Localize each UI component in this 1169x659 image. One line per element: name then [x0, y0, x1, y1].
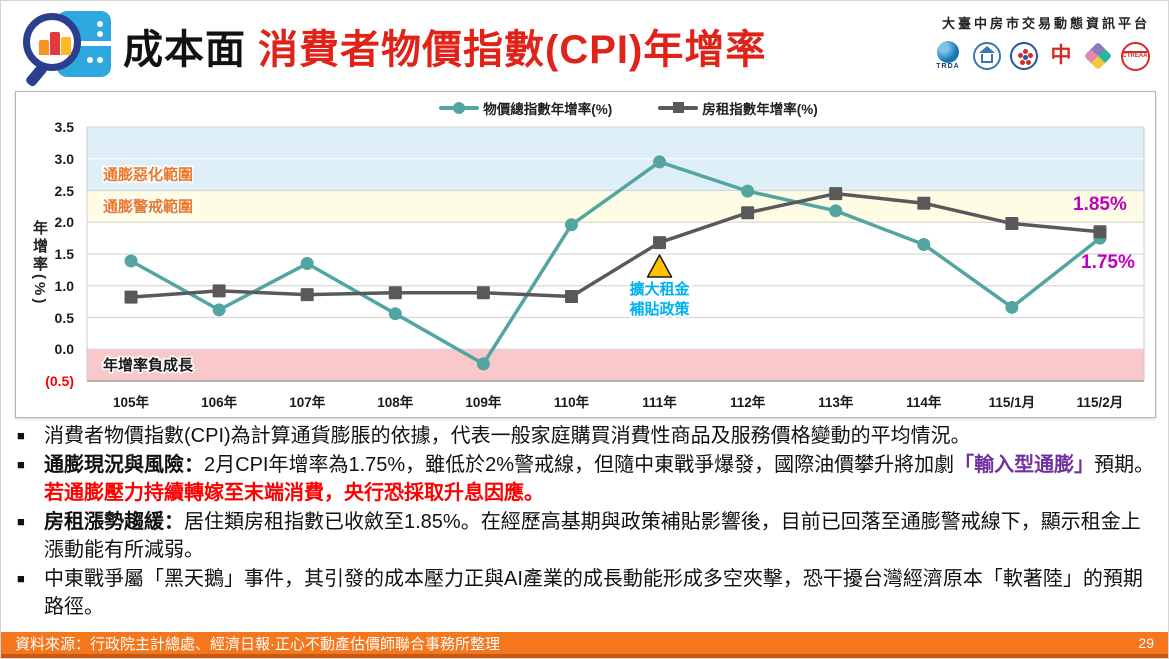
page-title: 成本面 消費者物價指數(CPI)年增率: [123, 17, 766, 75]
text-run: 消費者物價指數(CPI)為計算通貨膨脹的依據，代表一般家庭購買消費性商品及服務價…: [44, 425, 971, 447]
cpi-point-8: [829, 204, 843, 218]
band-1: [87, 190, 1144, 223]
y-tick-label: 2.0: [54, 214, 74, 231]
x-tick-label: 115/1月: [988, 395, 1036, 410]
y-tick-label: 0.5: [54, 309, 74, 326]
partner-logos: TRDA 中 CTREAA: [931, 39, 1150, 73]
page-number: 29: [1138, 635, 1154, 651]
bullet-text: 中東戰爭屬「黑天鵝」事件，其引發的成本壓力正與AI產業的成長動能形成多空夾擊，恐…: [44, 565, 1159, 621]
rent-point-0: [124, 290, 138, 304]
bullet-item: ■ 房租漲勢趨緩：居住類房租指數已收斂至1.85%。在經歷高基期與政策補貼影響後，…: [17, 508, 1159, 564]
rent-point-7: [741, 206, 755, 220]
ctreaa-logo-icon: CTREAA: [1120, 41, 1150, 71]
rent-point-1: [212, 284, 226, 298]
bullet-marker-icon: ■: [17, 428, 25, 443]
bullet-text: 房租漲勢趨緩：居住類房租指數已收斂至1.85%。在經歷高基期與政策補貼影響後，目…: [44, 508, 1159, 564]
text-run: 2月CPI年增率為1.75%，雖低於2%警戒線，但隨中東戰爭爆發，國際油價攀升將…: [204, 454, 955, 476]
y-tick-label: 0.0: [54, 341, 74, 358]
bullet-marker-icon: ■: [17, 514, 25, 529]
x-tick-label: 111年: [642, 395, 677, 410]
cpi-point-9: [917, 237, 931, 251]
x-tick-label: 110年: [553, 395, 590, 410]
title-text: 消費者物價指數(CPI)年增率: [258, 28, 767, 72]
band-2: [87, 349, 1144, 381]
rent-line: [129, 191, 1102, 299]
rent-point-6: [653, 236, 667, 250]
y-axis-title: 年增率(%): [31, 220, 48, 307]
value-label-1: 1.75%: [1081, 252, 1135, 273]
cpi-point-7: [741, 184, 755, 198]
bullet-item: ■ 消費者物價指數(CPI)為計算通貨膨脹的依據，代表一般家庭購買消費性商品及服務…: [17, 422, 1159, 450]
rent-point-5: [564, 290, 578, 304]
bullet-item: ■ 中東戰爭屬「黑天鵝」事件，其引發的成本壓力正與AI產業的成長動能形成多空夾擊，…: [17, 565, 1159, 621]
x-tick-label: 105年: [113, 395, 150, 410]
platform-logo-icon: [23, 9, 115, 88]
magnifier-bar-chart-icon: [23, 13, 81, 71]
chung-emblem-logo-icon: 中: [1050, 44, 1072, 67]
rent-point-8: [829, 187, 843, 201]
y-tick-label: 1.5: [54, 246, 74, 262]
cpi-point-3: [388, 307, 402, 321]
x-tick-label: 107年: [289, 395, 326, 410]
cpi-point-0: [124, 254, 138, 268]
y-tick-label: 1.0: [54, 277, 74, 294]
cpi-point-4: [476, 357, 490, 371]
bullet-item: ■ 通膨現況與風險：2月CPI年增率為1.75%，雖低於2%警戒線，但隨中東戰爭爆…: [17, 451, 1159, 507]
bullet-marker-icon: ■: [17, 571, 25, 586]
cpi-point-10: [1005, 300, 1019, 314]
cpi-point-1: [212, 303, 226, 317]
text-run: 若通膨壓力持續轉嫁至末端消費，央行恐採取升息因應。: [44, 482, 544, 504]
rent-point-10: [1005, 217, 1019, 231]
bullet-marker-icon: ■: [17, 457, 25, 472]
section-label: 成本面: [123, 28, 246, 72]
architects-association-logo-icon: [972, 41, 1002, 71]
platform-name: 大臺中房市交易動態資訊平台: [941, 16, 1150, 31]
bullet-text: 消費者物價指數(CPI)為計算通貨膨脹的依據，代表一般家庭購買消費性商品及服務價…: [44, 422, 1159, 450]
rent-point-4: [476, 286, 490, 300]
text-run: 中東戰爭屬「黑天鵝」事件，其引發的成本壓力正與AI產業的成長動能形成多空夾擊，恐…: [44, 568, 1143, 618]
summary-bullets: ■ 消費者物價指數(CPI)為計算通貨膨脹的依據，代表一般家庭購買消費性商品及服務…: [17, 422, 1159, 622]
multicolor-diamond-logo-icon: [1083, 41, 1113, 71]
y-tick-label: 3.5: [54, 119, 74, 135]
header-right: 大臺中房市交易動態資訊平台 TRDA 中: [931, 13, 1150, 73]
band-label-1: 通膨警戒範圍: [103, 197, 193, 215]
warning-triangle-icon: [646, 254, 673, 278]
x-tick-label: 115/2月: [1076, 395, 1124, 410]
y-tick-label: 3.0: [54, 150, 74, 167]
x-tick-label: 114年: [906, 395, 942, 410]
chart-card: 通膨惡化範圍 通膨警戒範圍 年增率負成長 擴大租金 補貼政策 1.85% 1.75% 物價總…: [15, 91, 1156, 418]
slide-footer: 資料來源：行政院主計總處、經濟日報·正心不動產估價師聯合事務所整理 29: [1, 632, 1168, 658]
x-tick-label: 108年: [377, 395, 414, 410]
text-run: 房租漲勢趨緩：: [44, 511, 184, 533]
rent-point-11: [1093, 225, 1107, 239]
bullet-text: 通膨現況與風險：2月CPI年增率為1.75%，雖低於2%警戒線，但隨中東戰爭爆發…: [44, 451, 1159, 507]
text-run: 居住類房租指數已收斂至1.85%。在經歷高基期與政策補貼影響後，目前已回落至通膨…: [44, 511, 1141, 561]
annotation-line-1: 補貼政策: [629, 300, 691, 318]
text-run: 「輸入型通膨」: [954, 454, 1095, 476]
annotation-line-0: 擴大租金: [630, 280, 691, 298]
cpi-point-2: [300, 257, 314, 271]
rent-point-2: [300, 288, 314, 302]
cpi-point-6: [653, 155, 667, 169]
trda-logo-icon: TRDA: [931, 41, 965, 71]
cpi-line: [129, 160, 1102, 366]
y-tick-label: 2.5: [54, 182, 74, 199]
land-administration-logo-icon: [1009, 41, 1039, 71]
value-label-0: 1.85%: [1073, 194, 1127, 215]
band-label-0: 通膨惡化範圍: [103, 166, 193, 184]
rent-point-3: [388, 286, 402, 300]
source-note: 資料來源：行政院主計總處、經濟日報·正心不動產估價師聯合事務所整理: [15, 635, 500, 653]
rent-point-9: [917, 196, 931, 210]
cpi-point-5: [564, 218, 578, 232]
y-tick-label: (0.5): [45, 373, 74, 389]
x-tick-label: 109年: [465, 395, 502, 410]
x-tick-label: 106年: [201, 395, 238, 410]
text-run: 預期。: [1094, 454, 1155, 476]
x-tick-label: 113年: [818, 395, 854, 410]
band-label-2: 年增率負成長: [103, 356, 194, 374]
text-run: 通膨現況與風險：: [44, 454, 204, 476]
x-tick-label: 112年: [729, 395, 766, 410]
